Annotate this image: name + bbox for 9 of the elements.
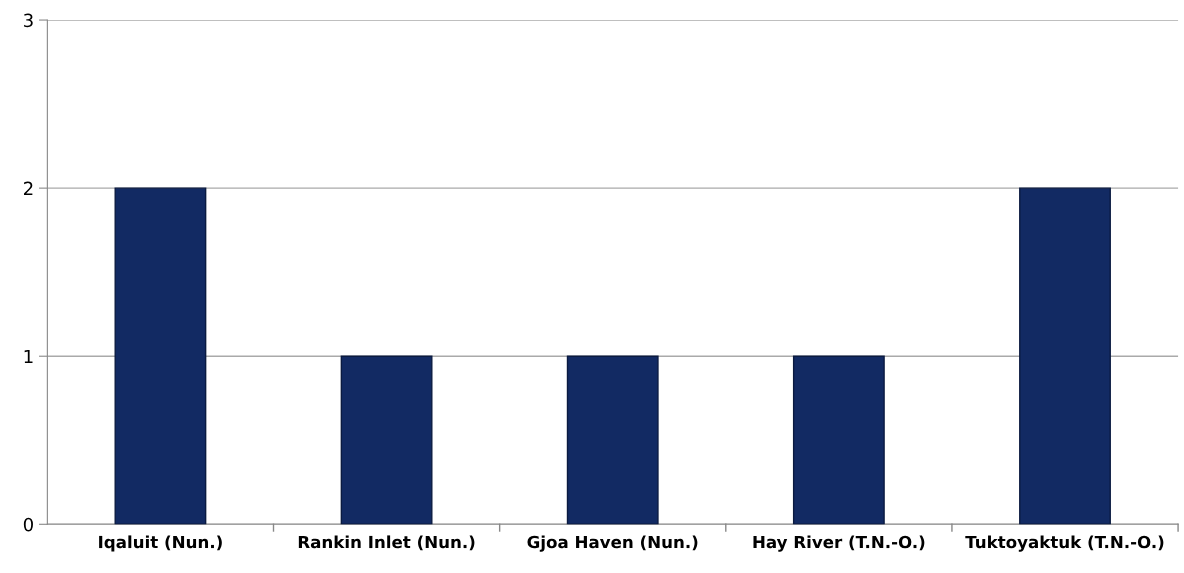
x-tick-label: Iqaluit (Nun.) xyxy=(99,535,222,552)
y-tick-label: 2 xyxy=(24,181,33,195)
x-tick-label: Gjoa Haven (Nun.) xyxy=(527,535,698,552)
y-tick-label: 0 xyxy=(23,517,33,532)
y-tick-label: 3 xyxy=(24,13,33,28)
x-tick-label: Hay River (T.N.-O.) xyxy=(753,535,925,552)
y-tick-label: 1 xyxy=(24,349,33,364)
x-tick-label: Rankin Inlet (Nun.) xyxy=(298,535,475,551)
x-tick-label: Tuktoyaktuk (T.N.-O.) xyxy=(965,535,1164,552)
